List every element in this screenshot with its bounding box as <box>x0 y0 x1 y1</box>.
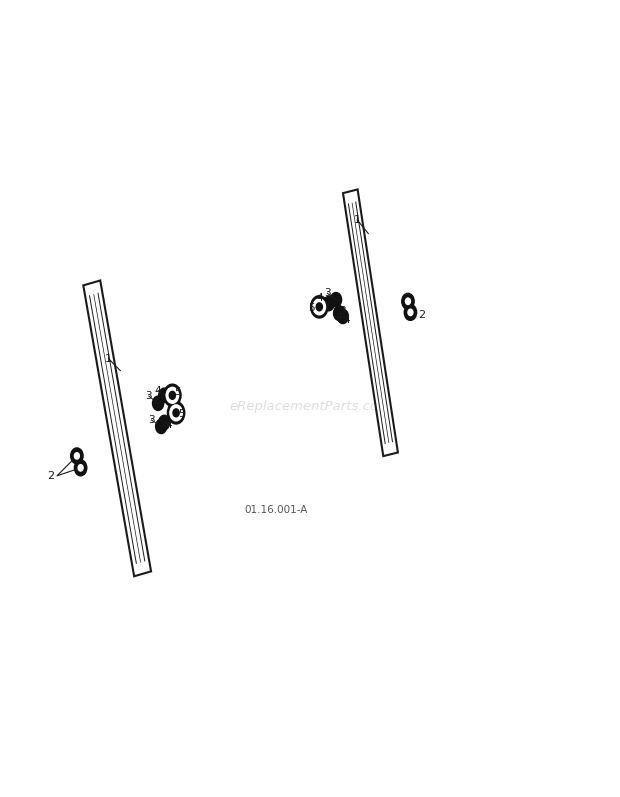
Text: 4: 4 <box>166 420 172 430</box>
Circle shape <box>337 309 348 324</box>
Circle shape <box>78 465 83 471</box>
Circle shape <box>334 306 345 320</box>
Text: 4: 4 <box>317 293 323 303</box>
Text: 01.16.001-A: 01.16.001-A <box>244 505 308 515</box>
Circle shape <box>169 391 175 399</box>
Text: 3: 3 <box>324 289 330 298</box>
Circle shape <box>330 292 342 307</box>
Circle shape <box>311 296 328 318</box>
Text: 1: 1 <box>105 354 112 363</box>
Text: 2: 2 <box>418 310 425 320</box>
Circle shape <box>170 405 182 421</box>
Text: 3: 3 <box>146 391 152 401</box>
Polygon shape <box>343 190 398 456</box>
Circle shape <box>334 306 345 320</box>
Circle shape <box>404 304 417 320</box>
Text: 4: 4 <box>155 386 161 395</box>
Circle shape <box>173 409 179 417</box>
Text: 4: 4 <box>344 316 350 325</box>
Circle shape <box>159 415 170 430</box>
Circle shape <box>408 309 413 316</box>
Circle shape <box>159 388 170 402</box>
Circle shape <box>323 296 334 311</box>
Text: 5: 5 <box>308 304 314 313</box>
Text: 5: 5 <box>178 410 184 419</box>
Circle shape <box>166 387 179 403</box>
Circle shape <box>153 396 164 410</box>
Text: 3: 3 <box>340 306 346 316</box>
Text: 4: 4 <box>335 312 342 322</box>
Polygon shape <box>83 281 151 576</box>
Text: 2: 2 <box>47 471 55 481</box>
Circle shape <box>71 448 83 464</box>
Circle shape <box>164 384 181 406</box>
Text: 5: 5 <box>174 387 180 397</box>
Circle shape <box>74 453 79 459</box>
Circle shape <box>316 303 322 311</box>
Text: 1: 1 <box>353 215 361 225</box>
Circle shape <box>313 299 326 315</box>
Text: eReplacementParts.com: eReplacementParts.com <box>229 400 391 413</box>
Circle shape <box>156 419 167 434</box>
Circle shape <box>167 402 185 424</box>
Text: 3: 3 <box>148 415 154 425</box>
Circle shape <box>405 298 410 304</box>
Circle shape <box>402 293 414 309</box>
Circle shape <box>74 460 87 476</box>
